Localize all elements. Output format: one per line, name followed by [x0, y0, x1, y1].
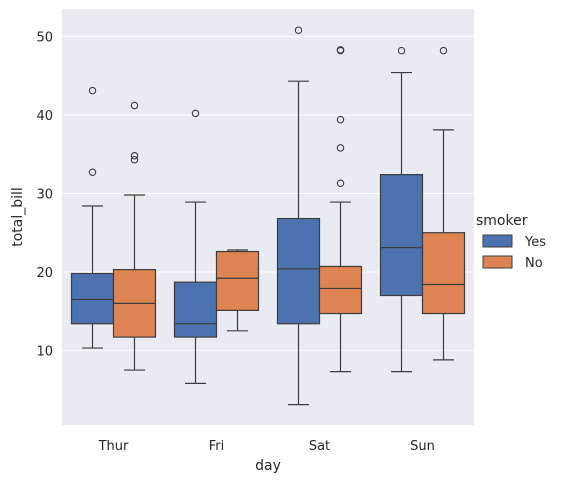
outlier-point	[294, 26, 303, 34]
box-layer	[70, 26, 466, 406]
axis-ticks: 10 20 30 40 50 Thur Fri Sat Sun	[36, 30, 434, 454]
iqr-box	[276, 217, 321, 325]
outlier-point	[336, 144, 345, 152]
iqr-box	[318, 265, 363, 315]
y-tick-label: 20	[36, 266, 53, 281]
box-yes-thur	[70, 86, 115, 349]
legend-label-no: No	[525, 256, 543, 271]
legend-swatch-yes	[482, 234, 513, 248]
legend: smoker Yes No	[476, 213, 546, 271]
outlier-point	[130, 101, 139, 110]
box-no-thur	[112, 101, 157, 371]
x-axis-label: day	[255, 458, 281, 474]
outlier-point	[336, 179, 345, 187]
legend-swatch-no	[482, 255, 513, 269]
legend-label-yes: Yes	[524, 235, 546, 250]
y-tick-label: 10	[36, 344, 53, 359]
x-tick-label: Sun	[410, 439, 435, 454]
y-axis-label: total_bill	[10, 187, 26, 247]
box-yes-sun	[379, 46, 424, 373]
y-tick-label: 50	[36, 30, 53, 45]
iqr-box	[215, 250, 260, 312]
x-tick-label: Thur	[98, 439, 129, 454]
x-tick-label: Fri	[209, 439, 225, 454]
legend-title: smoker	[476, 213, 528, 229]
box-yes-sat	[276, 26, 321, 406]
outlier-point	[130, 152, 139, 160]
outlier-point	[88, 168, 97, 177]
outlier-point	[336, 46, 345, 54]
outlier-point	[397, 46, 406, 55]
iqr-box	[173, 281, 218, 338]
outlier-point	[191, 109, 200, 118]
y-tick-label: 30	[36, 187, 53, 202]
iqr-box	[421, 232, 466, 315]
box-no-fri	[215, 249, 260, 332]
box-yes-fri	[173, 109, 218, 384]
y-tick-label: 40	[36, 109, 53, 124]
outlier-point	[336, 115, 345, 124]
iqr-box	[379, 174, 424, 297]
iqr-box	[70, 272, 115, 325]
x-tick-label: Sat	[309, 439, 330, 454]
outlier-point	[130, 155, 139, 164]
outlier-point	[88, 86, 97, 95]
outlier-point	[439, 46, 448, 55]
box-no-sun	[421, 46, 466, 361]
box-no-sat	[318, 46, 363, 373]
